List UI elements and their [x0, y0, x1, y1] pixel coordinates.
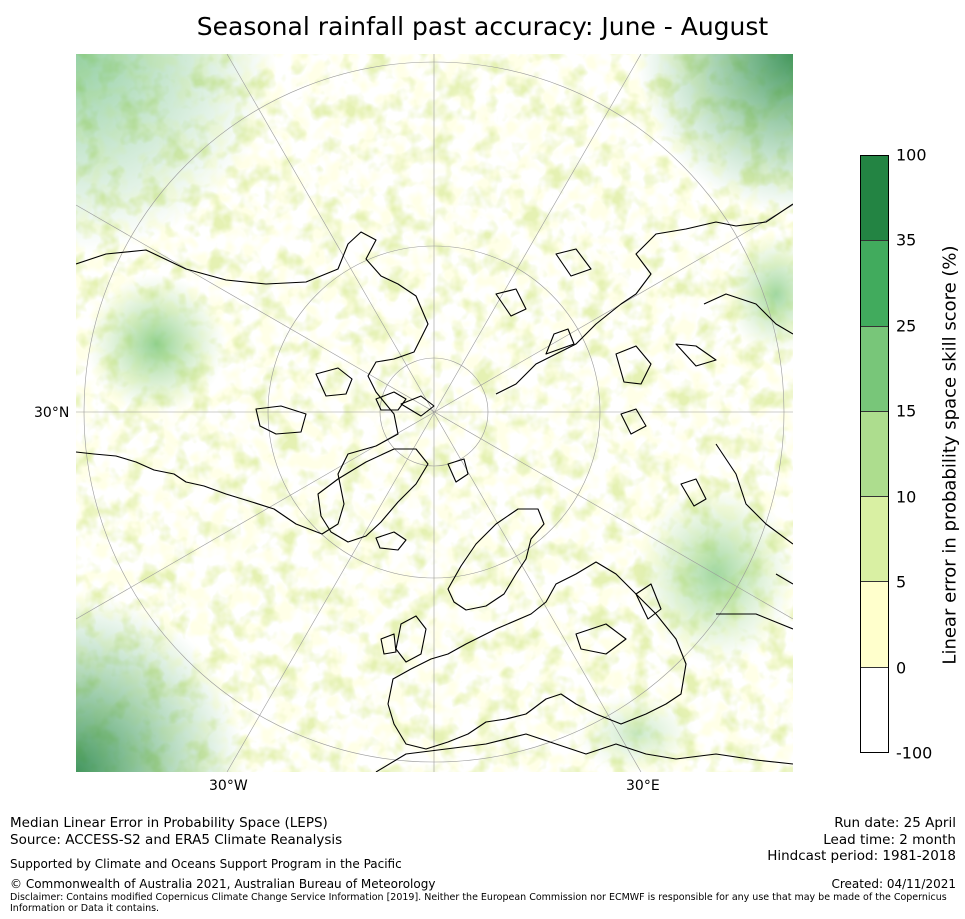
lon-label-30w: 30°W — [209, 778, 248, 794]
colorbar-tick-label: -100 — [896, 743, 933, 763]
map-title: Seasonal rainfall past accuracy: June - … — [196, 12, 769, 41]
colorbar-segment — [861, 410, 888, 497]
colorbar-segment — [861, 240, 888, 326]
footer-disclaimer: Disclaimer: Contains modified Copernicus… — [10, 892, 947, 903]
footer-disclaimer-cont: Information or Data it contains. — [10, 903, 160, 914]
colorbar-tick-label: 100 — [896, 145, 927, 165]
colorbar-segment — [861, 496, 888, 582]
colorbar — [860, 155, 889, 753]
colorbar-segment — [861, 325, 888, 411]
colorbar-segment — [861, 156, 888, 241]
colorbar-tick-label: 15 — [896, 401, 917, 421]
lon-label-30e: 30°E — [626, 778, 660, 794]
polar-map — [76, 54, 793, 772]
map-svg — [76, 54, 793, 772]
colorbar-tick-label: 5 — [896, 572, 907, 592]
colorbar-tick-label: 0 — [896, 658, 907, 678]
footer-source-line: Source: ACCESS-S2 and ERA5 Climate Reana… — [10, 832, 343, 848]
colorbar-tick-label: 25 — [896, 316, 917, 336]
colorbar-segment — [861, 581, 888, 667]
run-date: Run date: 25 April — [834, 815, 956, 831]
coastlines — [76, 203, 793, 772]
lead-time: Lead time: 2 month — [823, 832, 956, 848]
footer-support-line: Supported by Climate and Oceans Support … — [10, 857, 402, 871]
hindcast-period: Hindcast period: 1981-2018 — [767, 848, 956, 864]
graticule — [76, 54, 793, 772]
lat-label-30n: 30°N — [34, 405, 70, 421]
colorbar-segment — [861, 666, 888, 752]
footer-copyright: © Commonwealth of Australia 2021, Austra… — [10, 877, 436, 891]
created-date: Created: 04/11/2021 — [831, 877, 956, 891]
footer-leps-line: Median Linear Error in Probability Space… — [10, 815, 328, 831]
colorbar-tick-label: 35 — [896, 230, 917, 250]
colorbar-label: Linear error in probability space skill … — [939, 245, 961, 665]
colorbar-tick-label: 10 — [896, 487, 917, 507]
